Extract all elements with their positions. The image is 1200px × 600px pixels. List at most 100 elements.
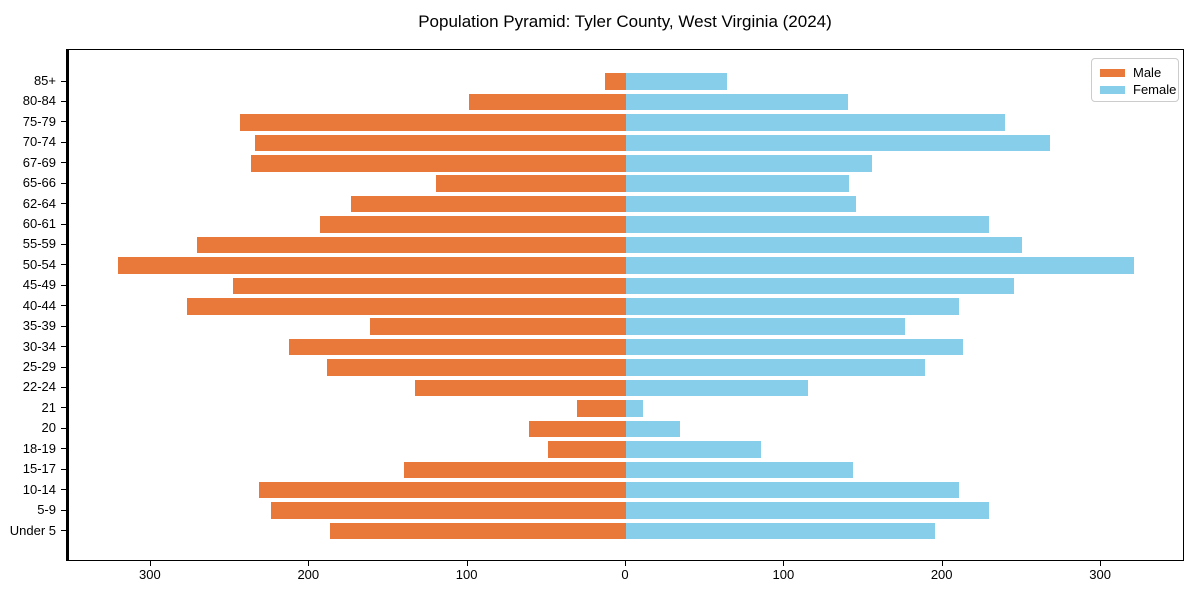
x-tick-mark <box>783 561 785 566</box>
chart-title: Population Pyramid: Tyler County, West V… <box>418 12 832 31</box>
bar-female-70-74 <box>626 134 1051 151</box>
legend: Male Female <box>1091 58 1179 102</box>
bar-male-20 <box>529 420 626 438</box>
bar-female-80-84 <box>626 93 848 111</box>
y-tick-label-25-29: 25-29 <box>22 359 56 375</box>
bar-male-60-61 <box>320 216 626 233</box>
bar-female-20 <box>626 420 680 438</box>
y-tick-label-22-24: 22-24 <box>22 379 56 395</box>
bar-female-25-29 <box>626 359 926 376</box>
x-tick-label-0-3: 0 <box>621 567 629 582</box>
y-tick-label-45-49: 45-49 <box>22 277 56 293</box>
y-tick-mark <box>61 407 66 409</box>
y-tick-mark <box>61 182 66 184</box>
y-tick-label-75-79: 75-79 <box>22 113 56 129</box>
bar-female-5-9 <box>626 502 989 519</box>
x-tick-mark <box>149 561 151 566</box>
bar-female-Under 5 <box>626 522 935 540</box>
y-tick-label-Under 5: Under 5 <box>9 522 56 538</box>
bar-male-21 <box>576 400 626 417</box>
bar-male-65-66 <box>436 175 626 192</box>
y-tick-label-55-59: 55-59 <box>22 236 56 252</box>
x-tick-label-100-2: 100 <box>455 567 478 582</box>
bar-female-21 <box>626 400 644 417</box>
y-tick-mark <box>61 468 66 470</box>
bar-male-35-39 <box>369 318 626 335</box>
y-tick-mark <box>61 121 66 123</box>
y-tick-mark <box>61 448 66 450</box>
bar-female-60-61 <box>626 216 989 233</box>
y-tick-label-21: 21 <box>41 399 56 415</box>
bar-female-40-44 <box>626 298 959 315</box>
y-tick-label-65-66: 65-66 <box>22 175 56 191</box>
y-tick-mark <box>61 203 66 205</box>
y-tick-mark <box>61 284 66 286</box>
y-tick-mark <box>61 427 66 429</box>
y-tick-mark <box>61 264 66 266</box>
y-tick-mark <box>61 243 66 245</box>
y-tick-label-18-19: 18-19 <box>22 440 56 456</box>
y-tick-mark <box>61 80 66 82</box>
zero-axis-line <box>67 50 69 560</box>
bar-male-Under 5 <box>329 522 626 540</box>
bar-male-40-44 <box>187 298 626 315</box>
y-tick-label-62-64: 62-64 <box>22 195 56 211</box>
x-tick-label-100-4: 100 <box>772 567 795 582</box>
bar-female-67-69 <box>626 155 872 172</box>
bar-female-15-17 <box>626 461 853 478</box>
y-tick-mark <box>61 509 66 511</box>
bar-male-30-34 <box>288 338 626 356</box>
y-tick-label-30-34: 30-34 <box>22 338 56 354</box>
legend-entry-female: Female <box>1100 81 1176 98</box>
bar-male-5-9 <box>271 502 626 519</box>
y-tick-mark <box>61 141 66 143</box>
x-tick-mark <box>941 561 943 566</box>
bar-male-62-64 <box>350 195 626 213</box>
bar-female-18-19 <box>626 441 761 458</box>
bar-female-75-79 <box>626 114 1005 131</box>
y-tick-label-10-14: 10-14 <box>22 481 56 497</box>
bar-female-35-39 <box>626 318 905 335</box>
y-tick-label-60-61: 60-61 <box>22 216 56 232</box>
bar-male-80-84 <box>469 93 626 111</box>
bar-male-50-54 <box>117 257 626 274</box>
x-tick-label-300-0: 300 <box>139 567 161 582</box>
bar-male-15-17 <box>404 461 626 478</box>
x-tick-label-200-5: 200 <box>930 567 953 582</box>
y-tick-label-50-54: 50-54 <box>22 256 56 272</box>
female-swatch-icon <box>1100 85 1125 94</box>
bar-female-50-54 <box>626 257 1135 274</box>
plot-area <box>66 49 1184 561</box>
bar-female-65-66 <box>626 175 850 192</box>
bar-male-10-14 <box>258 481 626 499</box>
y-tick-mark <box>61 100 66 102</box>
legend-entry-male: Male <box>1100 64 1170 81</box>
x-tick-mark <box>308 561 310 566</box>
bar-female-55-59 <box>626 236 1022 254</box>
bar-female-10-14 <box>626 481 959 499</box>
y-tick-label-15-17: 15-17 <box>22 461 56 477</box>
bar-male-22-24 <box>415 379 626 397</box>
x-tick-label-300-6: 300 <box>1089 567 1111 582</box>
y-tick-label-80-84: 80-84 <box>22 93 56 109</box>
male-swatch-icon <box>1100 68 1125 77</box>
x-tick-label-200-1: 200 <box>297 567 320 582</box>
bar-female-45-49 <box>626 277 1014 295</box>
x-tick-mark <box>1100 561 1102 566</box>
y-tick-mark <box>61 346 66 348</box>
bar-male-70-74 <box>255 134 626 151</box>
bar-male-75-79 <box>239 114 626 131</box>
y-tick-mark <box>61 386 66 388</box>
y-tick-label-20: 20 <box>41 420 56 436</box>
bar-male-85+ <box>605 73 626 90</box>
bar-male-55-59 <box>196 236 626 254</box>
y-tick-mark <box>61 162 66 164</box>
y-tick-label-35-39: 35-39 <box>22 318 56 334</box>
y-tick-mark <box>61 223 66 225</box>
y-tick-mark <box>61 530 66 531</box>
y-tick-label-5-9: 5-9 <box>37 502 56 518</box>
y-tick-mark <box>61 325 66 327</box>
bar-female-22-24 <box>626 379 809 397</box>
y-tick-label-40-44: 40-44 <box>22 297 56 313</box>
